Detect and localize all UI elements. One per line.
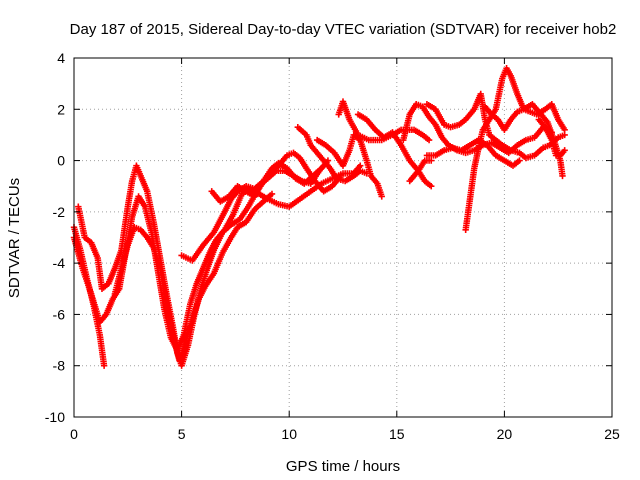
x-tick-label: 5 — [178, 426, 186, 442]
data-point — [428, 157, 435, 164]
series-g — [294, 124, 370, 185]
series-c — [70, 162, 364, 354]
y-tick-label: 2 — [57, 101, 65, 117]
data-point — [428, 183, 435, 190]
series-f — [208, 157, 332, 205]
series-h — [313, 131, 385, 200]
y-tick-label: -4 — [53, 255, 66, 271]
data-point — [561, 126, 568, 133]
data-point — [425, 136, 433, 144]
y-tick-label: -2 — [53, 204, 66, 220]
data-point — [100, 362, 108, 369]
chart-title: Day 187 of 2015, Sidereal Day-to-day VTE… — [70, 21, 617, 38]
y-tick-label: 4 — [57, 50, 65, 66]
plot-frame — [73, 57, 613, 418]
data-point — [268, 190, 276, 198]
y-axis-label: SDTVAR / TECUs — [6, 178, 23, 298]
x-tick-label: 15 — [389, 426, 405, 442]
y-tick-label: -10 — [45, 409, 65, 425]
series-m — [406, 157, 435, 185]
x-tick-label: 25 — [604, 426, 620, 442]
y-tick-label: -6 — [53, 306, 66, 322]
series-d — [111, 190, 276, 364]
x-tick-label: 10 — [281, 426, 297, 442]
axis-ticks: 0 5 10 15 20 25 -10 -8 -6 -4 -2 0 2 4 — [45, 50, 620, 442]
x-tick-label: 0 — [70, 426, 78, 442]
y-tick-label: 0 — [57, 153, 65, 169]
series-p — [481, 100, 568, 133]
data-points-layer — [70, 65, 568, 369]
series-q — [535, 116, 568, 159]
data-point — [559, 172, 566, 180]
y-tick-label: -8 — [53, 358, 66, 374]
data-point — [378, 193, 385, 200]
x-tick-label: 20 — [497, 426, 513, 442]
data-point — [561, 147, 568, 154]
series-j — [354, 111, 435, 190]
series-n — [423, 90, 568, 162]
x-axis-label: GPS time / hours — [286, 458, 400, 475]
data-point — [516, 157, 523, 164]
